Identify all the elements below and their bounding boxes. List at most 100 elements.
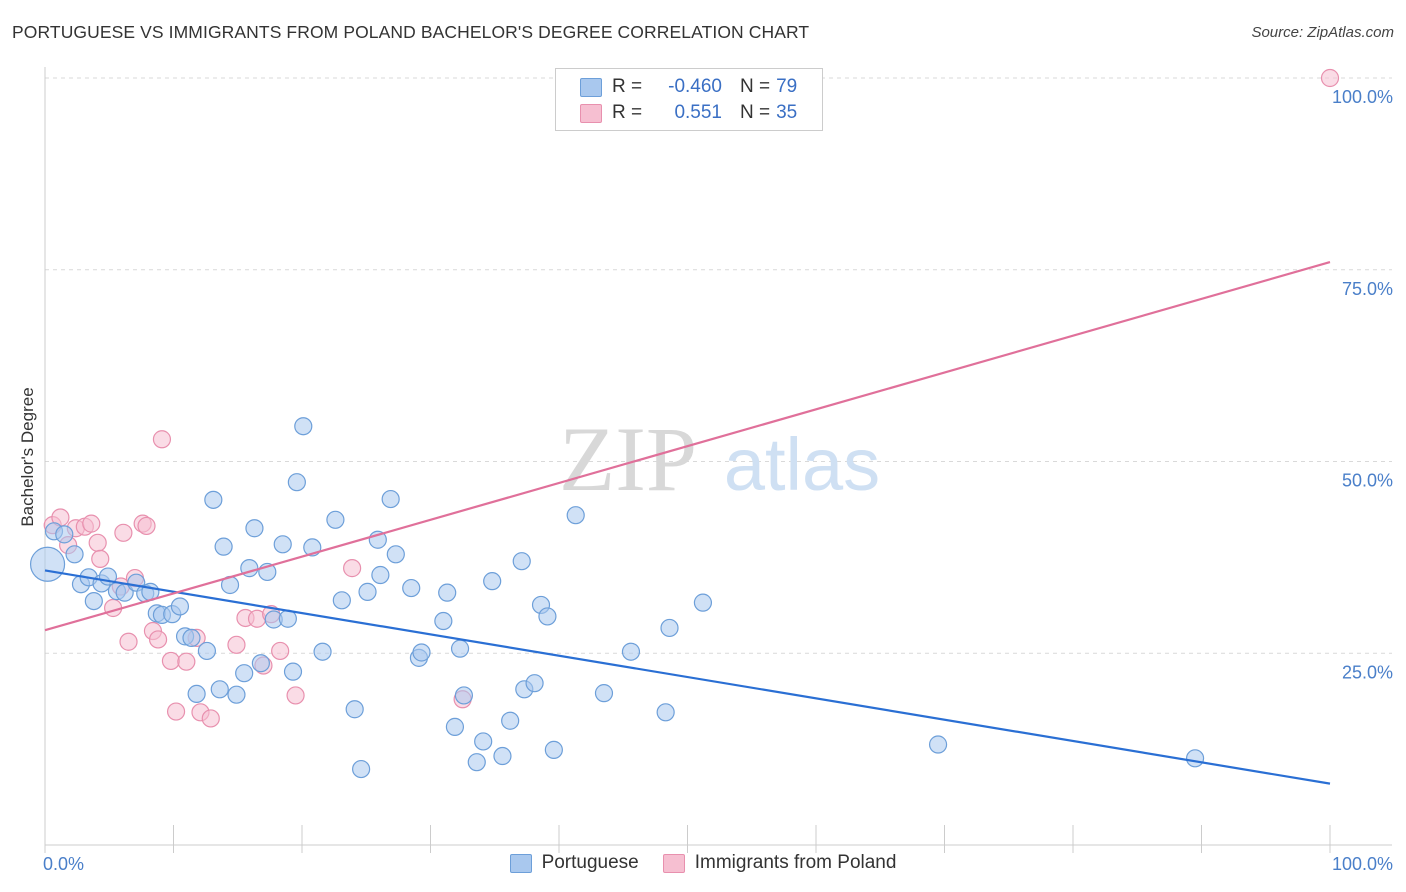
point-poland bbox=[166, 702, 186, 721]
point-poland bbox=[137, 516, 156, 536]
point-portuguese bbox=[660, 618, 679, 638]
stats-legend: R = -0.460 N = 79 R = 0.551 N = 35 bbox=[555, 68, 823, 131]
point-portuguese bbox=[170, 597, 190, 616]
y-axis-label: Bachelor's Degree bbox=[18, 387, 37, 526]
point-portuguese bbox=[693, 593, 713, 612]
point-portuguese bbox=[386, 545, 405, 564]
point-portuguese bbox=[29, 546, 66, 582]
point-poland bbox=[343, 559, 362, 578]
legend-swatch-pink bbox=[580, 103, 602, 123]
legend-row-portuguese: R = -0.460 N = 79 bbox=[580, 74, 797, 100]
point-portuguese bbox=[438, 583, 457, 602]
point-portuguese bbox=[467, 753, 486, 772]
source-label: Source: ZipAtlas.com bbox=[1251, 24, 1394, 41]
legend-swatch-blue bbox=[509, 853, 532, 873]
point-portuguese bbox=[227, 685, 246, 704]
point-portuguese bbox=[566, 506, 585, 525]
point-portuguese bbox=[493, 746, 512, 766]
point-portuguese bbox=[358, 582, 377, 601]
tick-labels: 25.0% 50.0% 75.0% 100.0% 0.0% 100.0% bbox=[43, 87, 1393, 874]
point-poland bbox=[114, 523, 133, 542]
legend-r-value: -0.460 bbox=[668, 76, 722, 97]
point-poland bbox=[161, 651, 181, 671]
point-portuguese bbox=[84, 591, 103, 611]
legend-swatch-blue bbox=[580, 77, 602, 97]
series-portuguese-points bbox=[29, 417, 1205, 779]
point-portuguese bbox=[197, 641, 217, 661]
trend-line-portuguese bbox=[44, 569, 1331, 785]
legend-swatch-pink bbox=[662, 853, 685, 873]
point-portuguese bbox=[402, 578, 421, 598]
point-portuguese bbox=[412, 643, 431, 662]
point-portuguese bbox=[182, 628, 201, 648]
x-tick-label: 0.0% bbox=[43, 854, 84, 874]
point-portuguese bbox=[371, 565, 390, 585]
y-tick-label: 75.0% bbox=[1342, 279, 1393, 299]
legend-item-poland[interactable]: Immigrants from Poland bbox=[662, 852, 897, 874]
point-portuguese bbox=[381, 489, 400, 509]
point-portuguese bbox=[187, 684, 206, 704]
legend-r-label: R = bbox=[612, 76, 643, 97]
legend-n-value: 35 bbox=[776, 102, 798, 123]
point-portuguese bbox=[483, 572, 502, 591]
point-portuguese bbox=[501, 711, 520, 730]
point-portuguese bbox=[55, 525, 74, 544]
point-poland bbox=[88, 533, 107, 552]
point-portuguese bbox=[1185, 749, 1205, 768]
legend-r-value: 0.551 bbox=[674, 102, 722, 123]
point-portuguese bbox=[210, 680, 229, 699]
point-portuguese bbox=[273, 535, 292, 554]
point-portuguese bbox=[525, 674, 544, 693]
legend-n-label: N = bbox=[740, 102, 771, 123]
legend-item-portuguese[interactable]: Portuguese bbox=[509, 852, 639, 874]
legend-n-label: N = bbox=[740, 76, 771, 97]
watermark-zip: ZIP bbox=[559, 408, 697, 510]
legend-n-value: 79 bbox=[776, 76, 798, 97]
series-legend: Portuguese Immigrants from Poland bbox=[0, 852, 1406, 874]
point-portuguese bbox=[434, 611, 453, 631]
gridlines bbox=[45, 77, 1392, 654]
point-portuguese bbox=[214, 537, 233, 556]
point-poland bbox=[148, 630, 168, 649]
legend-r-group: R = -0.460 bbox=[612, 76, 722, 98]
legend-label-portuguese: Portuguese bbox=[541, 852, 639, 873]
point-portuguese bbox=[621, 642, 641, 661]
watermark: ZIP atlas bbox=[559, 408, 880, 510]
axes bbox=[44, 67, 1392, 853]
point-portuguese bbox=[928, 735, 948, 754]
point-portuguese bbox=[538, 607, 557, 626]
point-poland bbox=[271, 641, 290, 661]
y-tick-label: 100.0% bbox=[1332, 87, 1393, 107]
point-portuguese bbox=[287, 473, 306, 492]
point-portuguese bbox=[454, 686, 474, 705]
point-poland bbox=[201, 709, 220, 728]
point-portuguese bbox=[345, 700, 364, 719]
point-poland bbox=[177, 652, 196, 671]
point-portuguese bbox=[294, 417, 313, 436]
point-portuguese bbox=[313, 642, 332, 661]
point-poland bbox=[82, 514, 101, 533]
point-poland bbox=[1320, 68, 1340, 88]
point-poland bbox=[286, 686, 305, 705]
trend-lines bbox=[44, 261, 1331, 785]
point-poland bbox=[227, 635, 246, 654]
legend-row-poland: R = 0.551 N = 35 bbox=[580, 100, 797, 126]
point-portuguese bbox=[656, 703, 675, 722]
point-portuguese bbox=[283, 662, 303, 681]
x-tick-label: 100.0% bbox=[1332, 854, 1393, 874]
point-poland bbox=[91, 549, 110, 569]
legend-label-poland: Immigrants from Poland bbox=[694, 852, 897, 873]
legend-r-label: R = bbox=[612, 102, 643, 123]
point-poland bbox=[119, 632, 138, 651]
point-portuguese bbox=[544, 740, 563, 759]
point-portuguese bbox=[450, 639, 470, 658]
trend-line-poland bbox=[44, 261, 1331, 632]
point-portuguese bbox=[594, 684, 614, 703]
watermark-atlas: atlas bbox=[724, 423, 880, 506]
point-portuguese bbox=[352, 759, 371, 779]
point-portuguese bbox=[332, 591, 351, 610]
legend-r-group: R = 0.551 bbox=[612, 102, 722, 124]
point-poland bbox=[152, 430, 172, 449]
point-portuguese bbox=[65, 545, 84, 564]
